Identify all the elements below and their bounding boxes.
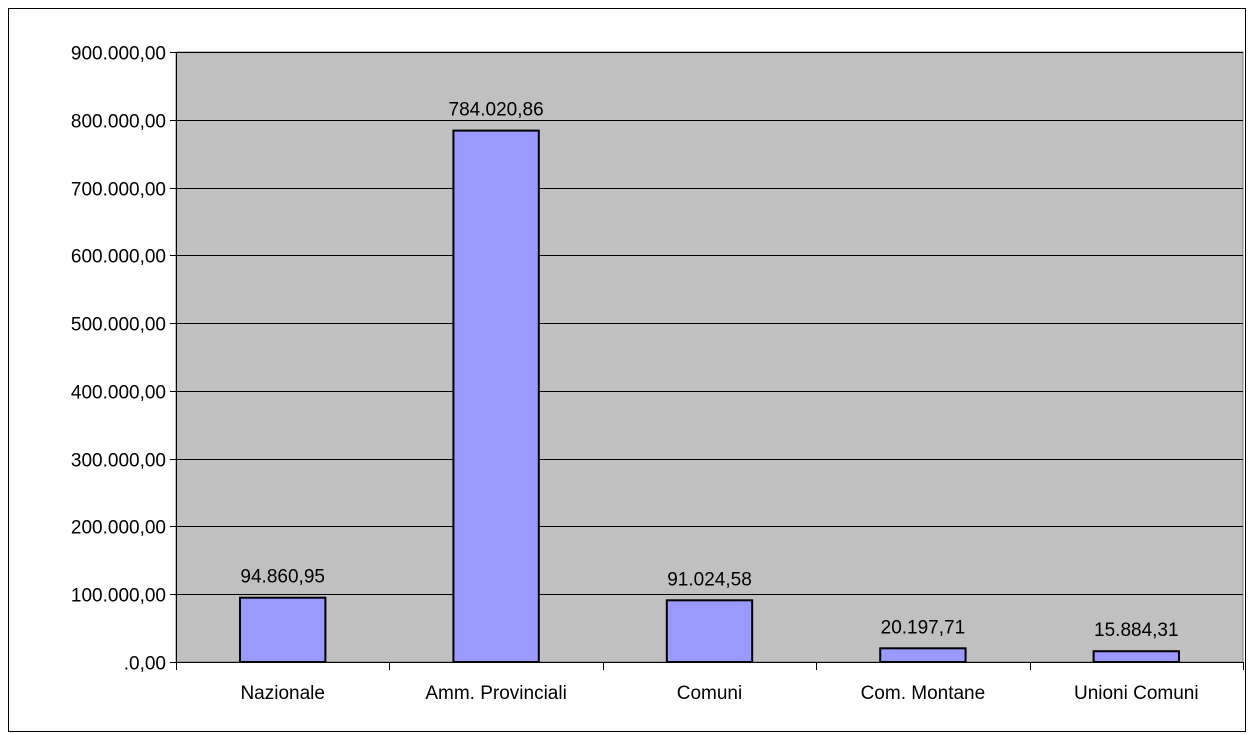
y-tick-label: 500.000,00 — [71, 315, 166, 336]
category-label: Amm. Provinciali — [425, 683, 566, 704]
y-tick-label: 300.000,00 — [71, 451, 166, 472]
data-label: 91.024,58 — [667, 569, 752, 590]
bar — [239, 596, 327, 664]
category-label: Unioni Comuni — [1074, 683, 1199, 704]
data-label: 94.860,95 — [240, 567, 325, 588]
bar — [665, 599, 754, 663]
data-labels: 94.860,95 784.020,86 91.024,58 20.197,71 15.… — [240, 100, 1178, 642]
y-tick-label: 800.000,00 — [71, 112, 166, 133]
y-tick-label: 900.000,00 — [71, 44, 166, 65]
bars — [239, 129, 1180, 664]
y-tick-label: 400.000,00 — [71, 383, 166, 404]
y-axis: .0,00 100.000,00 200.000,00 300.000,00 400.0… — [71, 44, 177, 675]
data-label: 20.197,71 — [881, 617, 966, 638]
category-label: Comuni — [677, 683, 742, 704]
x-axis: Nazionale Amm. Provinciali Comuni Com. Mont… — [176, 662, 1244, 704]
y-tick-label: 100.000,00 — [71, 586, 166, 607]
y-tick-label: 600.000,00 — [71, 247, 166, 268]
data-label: 784.020,86 — [449, 100, 544, 121]
bar — [452, 129, 540, 663]
y-tick-label: 700.000,00 — [71, 180, 166, 201]
y-tick-label: .0,00 — [124, 654, 166, 675]
category-label: Nazionale — [240, 683, 325, 704]
plot-area — [175, 51, 1244, 663]
bar — [1092, 650, 1180, 663]
plot-background — [175, 51, 1244, 663]
bar — [879, 647, 967, 663]
y-tick-label: 200.000,00 — [71, 518, 166, 539]
category-label: Com. Montane — [861, 683, 986, 704]
data-label: 15.884,31 — [1094, 620, 1179, 641]
